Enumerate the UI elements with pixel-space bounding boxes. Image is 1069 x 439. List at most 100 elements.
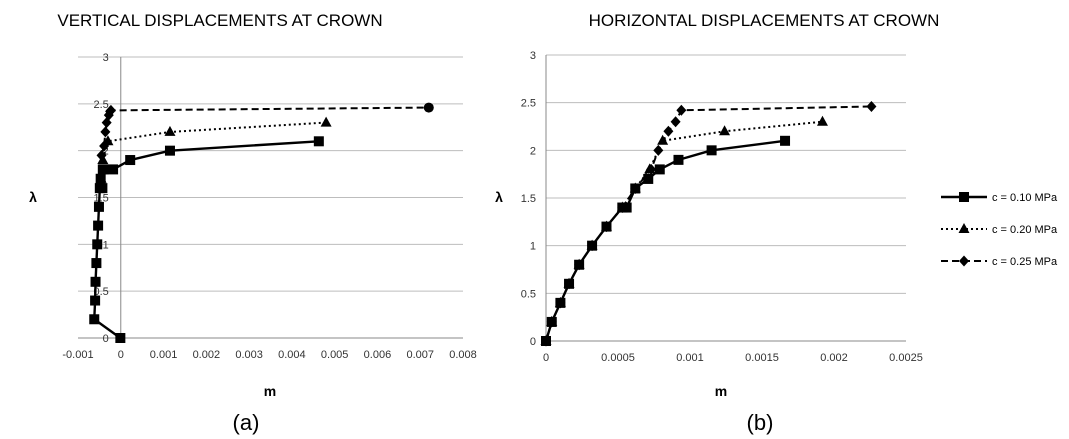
chart-legend: c = 0.10 MPa c = 0.20 MPa c = 0.25 MPa (941, 192, 1058, 268)
data-point-diamond (99, 140, 110, 152)
data-point-diamond (866, 100, 877, 112)
data-point-diamond (100, 126, 111, 138)
x-tick-label: 0.001 (676, 352, 704, 364)
data-point-triangle (719, 125, 731, 136)
legend-marker-triangle (958, 223, 970, 233)
x-tick-label: 0.006 (364, 349, 392, 361)
data-point-diamond (670, 116, 681, 128)
data-point-diamond (423, 102, 434, 113)
data-point-diamond (676, 104, 687, 116)
data-point-triangle (657, 134, 669, 145)
chart-b-series (540, 100, 877, 347)
data-point-square (654, 164, 665, 175)
data-point-diamond (663, 125, 674, 137)
y-tick-label: 1 (530, 241, 536, 253)
chart-a-title: VERTICAL DISPLACEMENTS AT CROWN (57, 11, 382, 30)
data-point-triangle (320, 116, 332, 127)
data-point-square (673, 154, 684, 165)
x-tick-label: -0.001 (62, 349, 93, 361)
chart-horizontal-displacements: HORIZONTAL DISPLACEMENTS AT CROWN 0 0.5 1 1… (495, 11, 939, 435)
data-point-diamond (574, 259, 585, 271)
chart-a-gridlines (78, 56, 463, 339)
series-line-3 (100, 106, 429, 156)
y-tick-label: 0.5 (93, 286, 108, 298)
data-point-square (92, 239, 103, 250)
legend-label-3: c = 0.25 MPa (992, 256, 1058, 268)
data-point-square (780, 135, 791, 146)
data-point-square (93, 201, 104, 212)
y-tick-label: 2.5 (521, 98, 536, 110)
legend-marker-square (959, 192, 969, 202)
series-line-3 (545, 105, 872, 342)
x-tick-label: 0.005 (321, 349, 349, 361)
y-tick-label: 0 (530, 336, 536, 348)
y-tick-label: 1.5 (521, 193, 536, 205)
data-point-square (643, 173, 654, 184)
chart-b-y-axis-label: λ (495, 189, 503, 205)
chart-vertical-displacements: VERTICAL DISPLACEMENTS AT CROWN 0 0.5 1 1.5… (29, 11, 477, 435)
y-tick-label: 1.5 (93, 193, 108, 205)
data-point-square (706, 145, 717, 156)
y-tick-label: 2 (103, 146, 109, 158)
x-tick-label: 0.007 (406, 349, 434, 361)
x-tick-label: 0.002 (193, 349, 221, 361)
y-tick-label: 0 (103, 333, 109, 345)
x-tick-label: 0.003 (235, 349, 263, 361)
series-line-2 (545, 120, 823, 342)
chart-b-axes (545, 55, 906, 342)
data-point-diamond (105, 104, 116, 116)
x-tick-label: 0.001 (150, 349, 178, 361)
y-tick-label: 3 (530, 50, 536, 62)
data-point-diamond (541, 335, 551, 347)
data-point-square (108, 164, 119, 175)
chart-a-series (89, 102, 434, 343)
data-point-diamond (546, 316, 557, 328)
data-point-square (313, 136, 324, 147)
data-point-square (91, 258, 102, 269)
chart-b-caption: (b) (747, 410, 774, 435)
data-point-triangle (95, 172, 107, 183)
data-point-square (93, 220, 104, 231)
chart-b-gridlines (546, 54, 906, 342)
x-tick-label: 0.008 (449, 349, 477, 361)
data-point-square (97, 183, 108, 194)
y-tick-label: 2 (530, 145, 536, 157)
data-point-square (164, 145, 175, 156)
y-tick-label: 2.5 (93, 99, 108, 111)
y-tick-label: 0.5 (521, 288, 536, 300)
chart-a-caption: (a) (233, 410, 260, 435)
legend-marker-diamond (959, 255, 969, 267)
chart-a-axes (78, 57, 463, 339)
x-tick-label: 0 (543, 352, 549, 364)
chart-a-tick-labels: 0 0.5 1 1.5 2 2.5 3 -0.001 0 0.001 0.002 0.003 0.004… (62, 52, 476, 361)
data-point-square (115, 333, 126, 343)
x-tick-label: 0.0025 (889, 352, 923, 364)
data-point-triangle (816, 115, 828, 126)
x-tick-label: 0 (118, 349, 124, 361)
data-point-square (89, 314, 100, 325)
legend-label-2: c = 0.20 MPa (992, 224, 1058, 236)
x-tick-label: 0.0015 (745, 352, 779, 364)
series-line-1 (544, 139, 786, 342)
data-point-diamond (653, 144, 664, 156)
data-point-diamond (646, 163, 657, 175)
data-point-square (125, 155, 136, 166)
chart-a-x-axis-label: m (264, 383, 276, 399)
legend-label-1: c = 0.10 MPa (992, 192, 1058, 204)
x-tick-label: 0.004 (278, 349, 306, 361)
data-point-square (98, 164, 109, 175)
data-point-diamond (601, 221, 612, 233)
data-point-diamond (96, 149, 107, 161)
data-point-diamond (555, 297, 566, 309)
chart-b-tick-labels: 0 0.5 1 1.5 2 2.5 3 0 0.0005 0.001 0.0015 0.002 0.00… (521, 50, 923, 364)
data-point-square (90, 295, 101, 306)
data-point-diamond (587, 240, 598, 252)
y-tick-label: 1 (103, 239, 109, 251)
series-line-1 (93, 140, 319, 339)
data-point-square (90, 276, 101, 287)
x-tick-label: 0.0005 (601, 352, 635, 364)
data-point-diamond (630, 182, 641, 194)
chart-b-title: HORIZONTAL DISPLACEMENTS AT CROWN (589, 11, 940, 30)
x-tick-label: 0.002 (820, 352, 848, 364)
